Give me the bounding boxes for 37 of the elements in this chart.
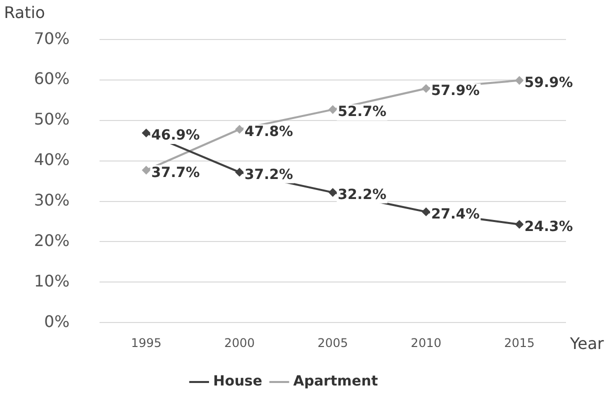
y-tick-label: 30% [34,190,70,210]
data-label: 27.4% [431,206,480,222]
point [142,128,150,137]
point [515,220,524,228]
data-label: 46.9% [151,128,200,144]
y-tick-label: 60% [34,69,70,88]
data-label: 37.2% [244,166,294,183]
data-label: 57.9% [431,83,480,100]
y-tick-label: 70% [34,28,70,48]
x-tick-label: 2000 [224,336,255,350]
x-tick-label: 1995 [130,336,162,350]
point [422,84,430,93]
point [328,106,337,114]
y-axis-title: Ratio [4,3,46,22]
x-axis-title: Year [569,334,604,353]
x-tick-label: 2005 [318,336,348,350]
point [515,76,524,84]
x-tick-label: 2015 [504,336,535,350]
legend-label: House [213,374,262,390]
data-label: 59.9% [524,75,573,92]
x-tick-label: 2010 [410,336,442,350]
legend-label: Apartment [293,374,378,390]
y-tick-label: 50% [34,110,70,129]
data-label: 47.8% [244,124,294,140]
point [235,125,244,134]
data-label: 37.7% [151,164,200,181]
y-tick-label: 0% [44,312,70,331]
point [142,166,150,174]
data-label: 24.3% [524,219,573,235]
data-label: 52.7% [338,104,386,120]
y-tick-label: 10% [34,271,70,290]
data-label: 32.2% [338,187,386,204]
y-tick-label: 40% [34,150,70,170]
point [328,188,337,196]
point [235,168,244,176]
point [422,208,430,216]
y-tick-label: 20% [34,230,70,250]
